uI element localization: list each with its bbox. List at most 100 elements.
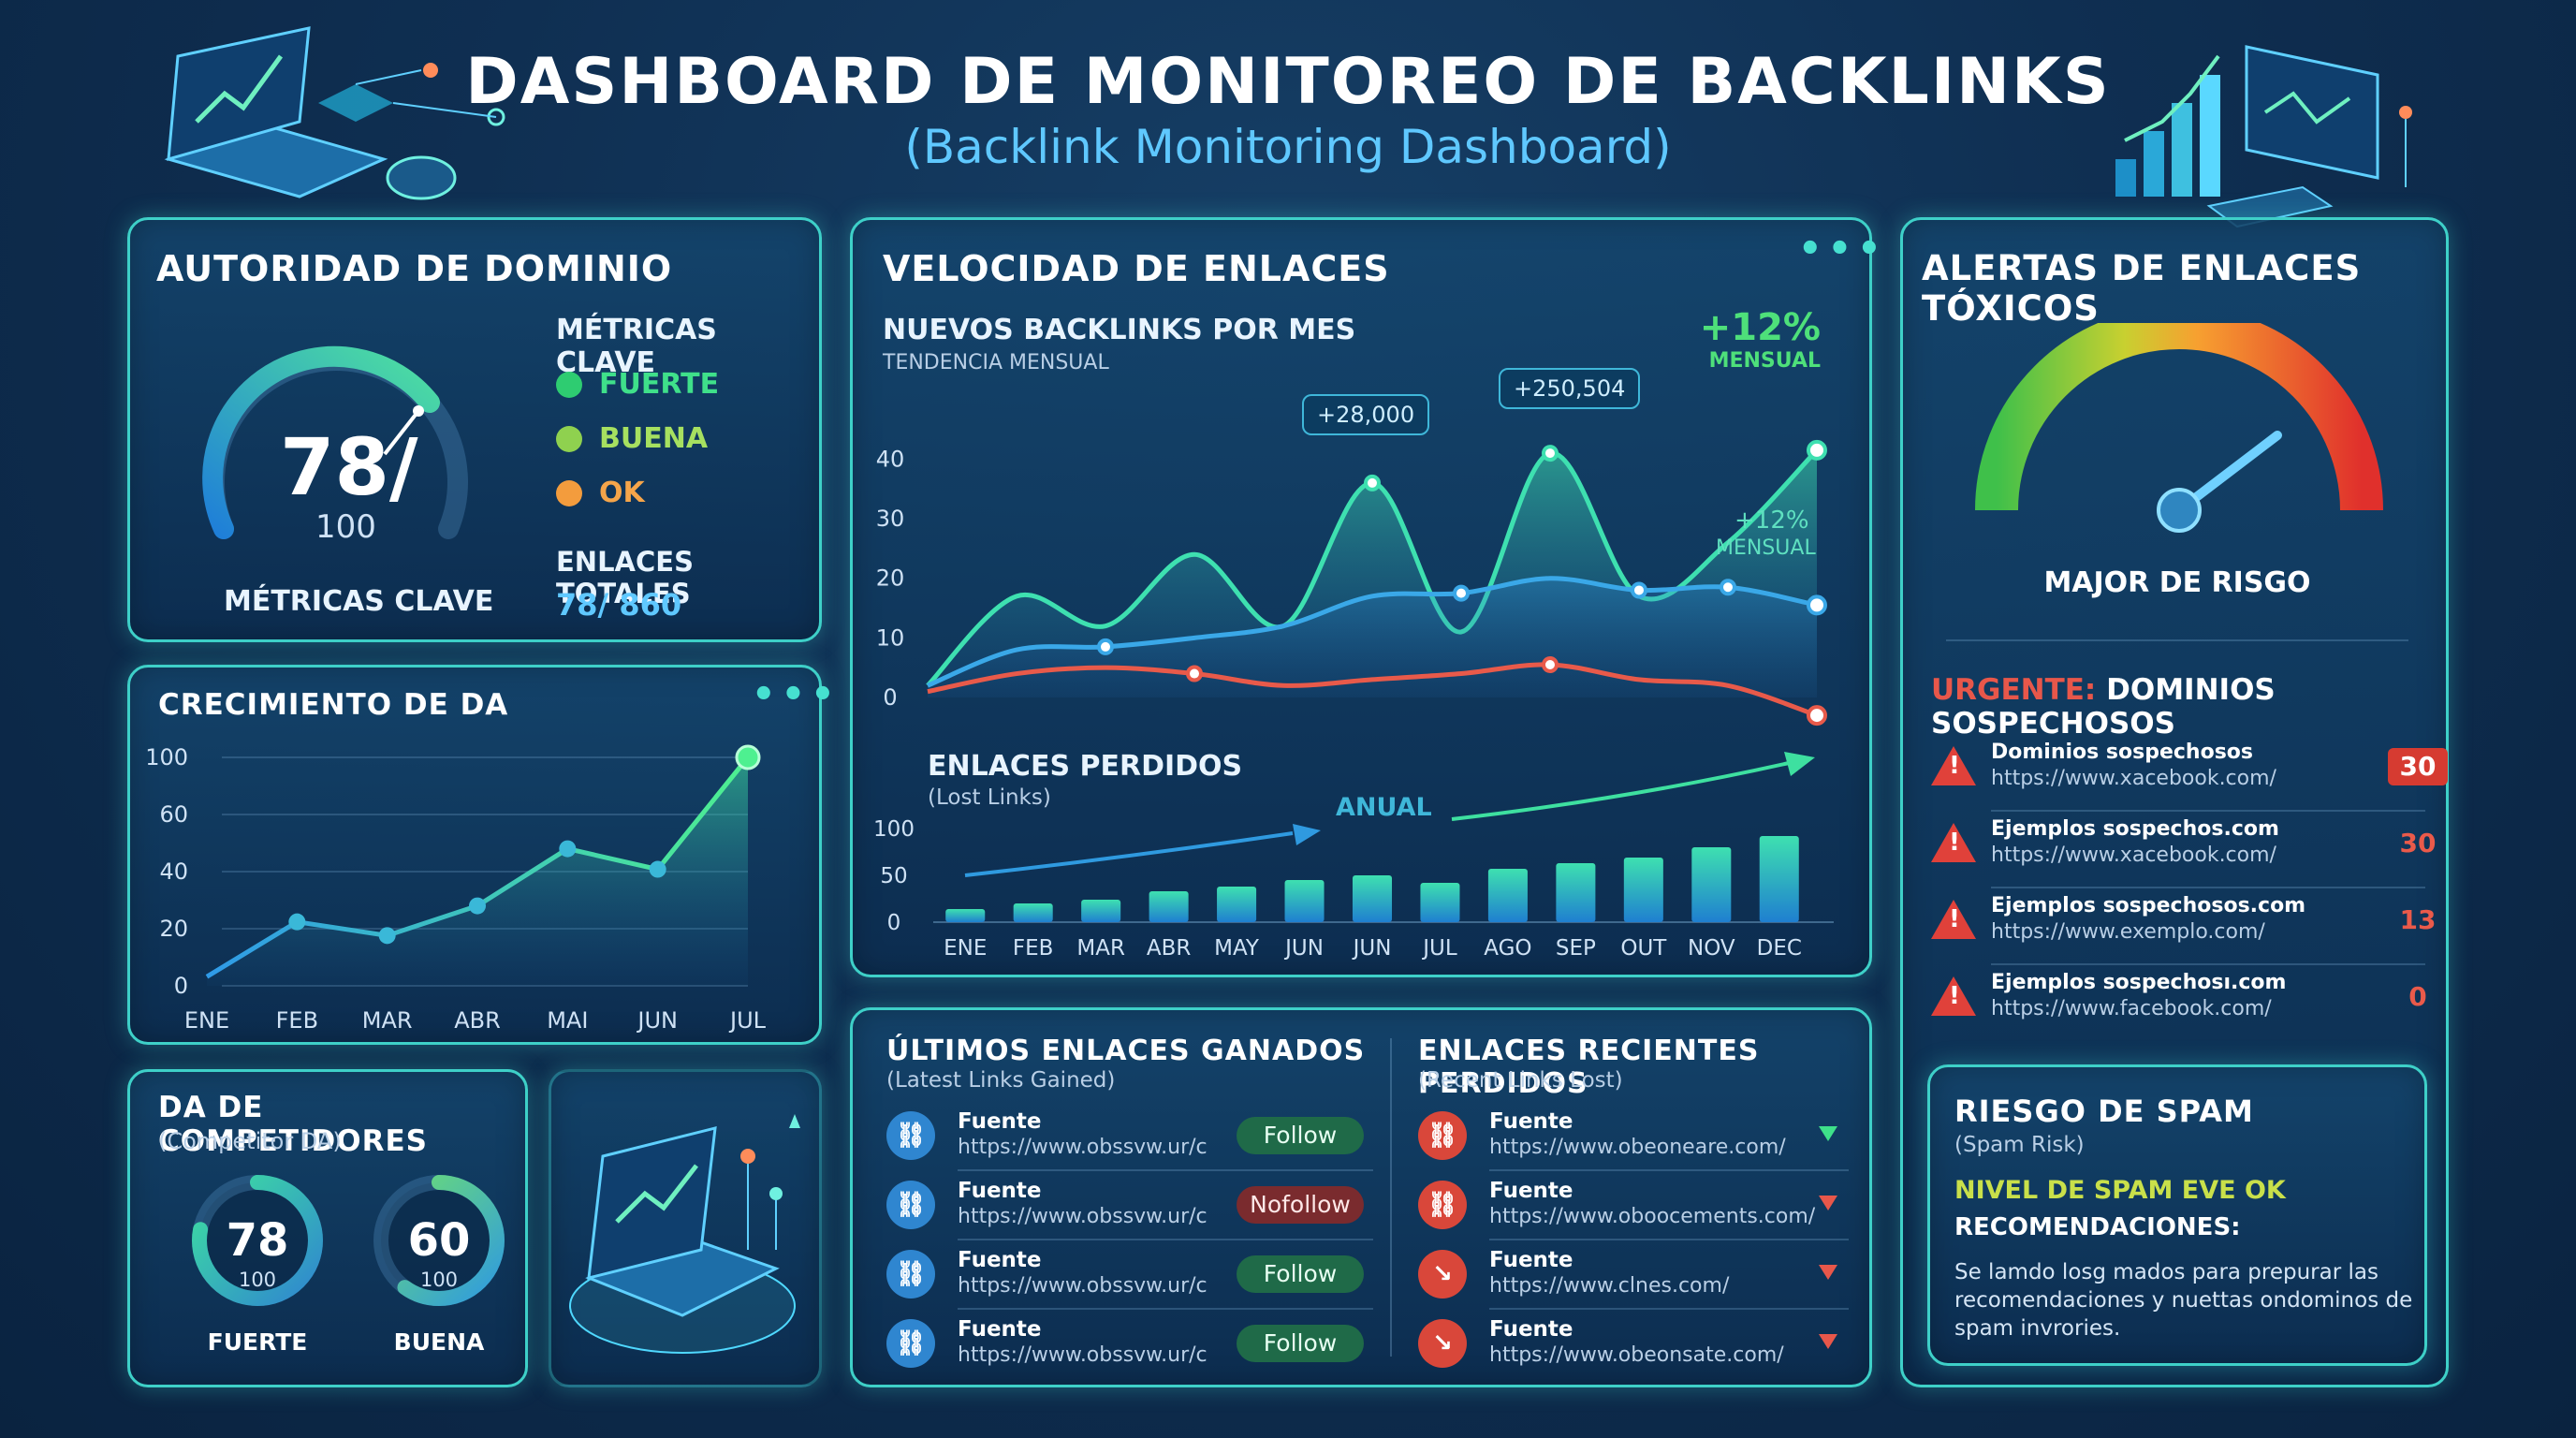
x-tick-label: JUL xyxy=(728,1007,767,1034)
data-point xyxy=(288,913,306,931)
count-value: 30 xyxy=(2399,828,2437,858)
broken-link-icon: ⛓ xyxy=(1418,1181,1467,1229)
bar xyxy=(1352,875,1393,922)
list-item[interactable]: ⛓ Fuente https://www.oboocements.com/ xyxy=(1418,1177,1849,1235)
x-tick-label: AGO xyxy=(1484,936,1531,961)
x-tick-label: MAR xyxy=(362,1007,413,1034)
data-point xyxy=(649,860,666,878)
competitor-da-panel: DA DE COMPETIDORES (Competitor DA) 78 10… xyxy=(127,1069,528,1387)
list-item[interactable]: ⛓ Fuente https://www.obeoneare.com/ xyxy=(1418,1108,1849,1166)
more-options-icon[interactable]: ••• xyxy=(1798,227,1887,271)
more-options-icon[interactable]: ••• xyxy=(752,673,841,716)
authority-max: 100 xyxy=(315,508,376,546)
lost-links-chart: 100 50 0 ENE FEB MAR ABR MAY JUN JUN JUL AGO SEP OUT N… xyxy=(873,752,1834,961)
spam-risk-title: RIESGO DE SPAM xyxy=(1954,1093,2254,1129)
arrow-head-icon xyxy=(1784,752,1815,776)
authority-gauge-caption: MÉTRICAS CLAVE xyxy=(224,585,494,618)
gained-links-subtitle: (Latest Links Gained) xyxy=(886,1068,1116,1093)
toxic-alerts-panel: ALERTAS DE ENLACES TÓXICOS MAJOR DE RISG… xyxy=(1900,217,2449,1387)
toxic-item[interactable]: ! Ejemplos sospechosı.com https://www.fa… xyxy=(1931,971,2427,1036)
list-item[interactable]: ⛓ Fuente https://www.obssvw.ur/c Nofollo… xyxy=(886,1177,1373,1235)
y-tick-label: 0 xyxy=(174,973,188,999)
competitor-da-title: DA DE COMPETIDORES xyxy=(158,1091,428,1158)
nofollow-badge: Nofollow xyxy=(1237,1186,1364,1224)
spam-risk-subtitle: (Spam Risk) xyxy=(1954,1133,2085,1157)
growth-label: MENSUAL xyxy=(1708,349,1821,373)
count-value: 0 xyxy=(2408,981,2427,1012)
growth2-value: +12% xyxy=(1734,506,1809,535)
legend-ok: OK xyxy=(556,477,645,509)
list-item[interactable]: ⛓ Fuente https://www.obssvw.ur/c Follow xyxy=(886,1246,1373,1304)
y-tick-label: 60 xyxy=(159,801,188,828)
bar xyxy=(1284,880,1325,922)
toxic-item[interactable]: ! Ejemplos sospechos.com https://www.xac… xyxy=(1931,817,2436,883)
page-title: DASHBOARD DE MONITOREO DE BACKLINKS xyxy=(465,45,2111,119)
competitor-rings xyxy=(192,1175,505,1306)
follow-badge: Follow xyxy=(1237,1255,1364,1293)
divider xyxy=(1946,639,2408,641)
list-item[interactable]: ↘ Fuente https://www.clnes.com/ xyxy=(1418,1246,1849,1304)
da-growth-title: CRECIMIENTO DE DA xyxy=(158,688,509,722)
y-tick-label: 20 xyxy=(159,916,188,942)
data-point xyxy=(1542,656,1559,673)
growth-value: +12% xyxy=(1699,306,1821,349)
recommendations-title: RECOMENDACIONES: xyxy=(1954,1213,2241,1241)
bar xyxy=(1759,836,1799,922)
legend-strong: FUERTE xyxy=(556,368,719,401)
competitor-1-label: FUERTE xyxy=(207,1328,308,1356)
data-point xyxy=(1542,445,1559,462)
bar xyxy=(1623,858,1663,922)
link-velocity-panel: VELOCIDAD DE ENLACES ••• NUEVOS BACKLINK… xyxy=(850,217,1881,977)
lost-links-title: ENLACES PERDIDOS xyxy=(928,750,1243,783)
da-growth-panel: CRECIMIENTO DE DA ••• 100 60 40 20 0 ENE FEB MA… xyxy=(127,665,835,1045)
x-tick-label: NOV xyxy=(1688,936,1735,961)
bar xyxy=(1556,863,1596,922)
list-item[interactable]: ⛓ Fuente https://www.obssvw.ur/c Follow xyxy=(886,1315,1373,1373)
competitor-1-max: 100 xyxy=(238,1269,277,1291)
bar xyxy=(1217,887,1257,922)
divider xyxy=(958,1308,1373,1310)
follow-badge: Follow xyxy=(1237,1325,1364,1362)
authority-score: 78/ xyxy=(280,421,418,513)
list-item[interactable]: ↘ Fuente https://www.obeonsate.com/ xyxy=(1418,1315,1849,1373)
new-backlinks-title: NUEVOS BACKLINKS POR MES xyxy=(883,314,1356,346)
link-icon: ⛓ xyxy=(886,1250,935,1299)
x-tick-label: FEB xyxy=(1013,936,1054,961)
data-point xyxy=(1631,581,1647,599)
x-tick-label: JUN xyxy=(1283,936,1324,961)
laptop-illustration-panel xyxy=(549,1069,822,1387)
toxic-item[interactable]: ! Dominios sospechosos https://www.xaceb… xyxy=(1931,741,2448,806)
recommendations-text: Se lamdo losg mados para prepurar las re… xyxy=(1954,1260,2413,1341)
divider xyxy=(958,1169,1373,1171)
bar xyxy=(1013,903,1053,922)
annual-label: ANUAL xyxy=(1336,793,1432,822)
count-value: 13 xyxy=(2399,904,2437,935)
legend-dot-icon xyxy=(556,479,582,506)
series-line xyxy=(927,662,1818,718)
x-tick-label: MAI xyxy=(547,1007,588,1034)
y-tick-label: 20 xyxy=(876,565,905,592)
list-item[interactable]: ⛓ Fuente https://www.obssvw.ur/c Follow xyxy=(886,1108,1373,1166)
y-tick-label: 100 xyxy=(873,817,915,842)
arrow-down-right-icon: ↘ xyxy=(1418,1250,1467,1299)
triangle-up-icon xyxy=(1819,1126,1837,1141)
data-point xyxy=(1720,579,1736,596)
link-icon: ⛓ xyxy=(886,1319,935,1368)
area-fill xyxy=(207,757,748,986)
warning-icon: ! xyxy=(1931,823,1976,862)
warning-icon: ! xyxy=(1931,976,1976,1016)
trend-arrow xyxy=(1451,761,1790,821)
toxic-item[interactable]: ! Ejemplos sospechosos.com https://www.e… xyxy=(1931,894,2436,960)
divider xyxy=(1991,810,2425,812)
y-tick-label: 40 xyxy=(159,858,188,885)
y-tick-label: 10 xyxy=(876,624,905,651)
total-links-value: 78/ 860 xyxy=(556,587,682,623)
competitor-da-subtitle: (Competitor DA) xyxy=(158,1128,342,1154)
divider xyxy=(1489,1308,1849,1310)
data-point xyxy=(1453,584,1470,602)
trend-arrow xyxy=(964,831,1294,877)
bar xyxy=(1149,891,1189,922)
follow-badge: Follow xyxy=(1237,1117,1364,1154)
competitor-2-value: 60 xyxy=(407,1214,471,1267)
bar xyxy=(1487,869,1528,922)
